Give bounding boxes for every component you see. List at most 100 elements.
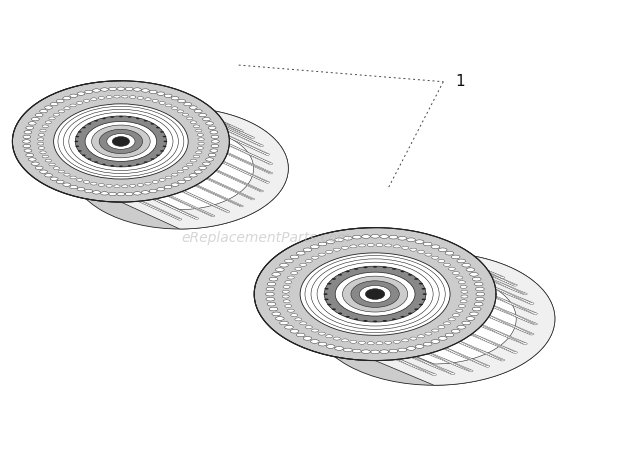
Ellipse shape <box>157 188 165 191</box>
Ellipse shape <box>438 357 443 359</box>
Ellipse shape <box>259 178 263 180</box>
Ellipse shape <box>246 135 250 136</box>
Ellipse shape <box>180 201 184 203</box>
Ellipse shape <box>415 240 424 243</box>
Ellipse shape <box>402 243 407 245</box>
Ellipse shape <box>459 342 463 343</box>
Ellipse shape <box>92 191 100 194</box>
Ellipse shape <box>235 140 239 141</box>
Ellipse shape <box>390 357 395 358</box>
Ellipse shape <box>169 101 174 103</box>
Ellipse shape <box>182 107 187 109</box>
Ellipse shape <box>136 144 223 193</box>
Ellipse shape <box>206 213 210 215</box>
Ellipse shape <box>350 245 357 248</box>
Ellipse shape <box>451 363 456 365</box>
Ellipse shape <box>221 141 224 143</box>
Ellipse shape <box>42 125 48 128</box>
Ellipse shape <box>446 371 451 373</box>
Ellipse shape <box>132 198 136 199</box>
Ellipse shape <box>224 125 228 127</box>
Ellipse shape <box>147 103 151 104</box>
Ellipse shape <box>490 329 495 331</box>
Ellipse shape <box>229 188 232 190</box>
Ellipse shape <box>180 103 184 105</box>
Ellipse shape <box>155 100 159 101</box>
Ellipse shape <box>526 320 531 322</box>
Ellipse shape <box>224 163 228 164</box>
Ellipse shape <box>467 345 472 347</box>
Ellipse shape <box>520 317 525 319</box>
Ellipse shape <box>433 248 437 250</box>
Ellipse shape <box>405 244 409 246</box>
Ellipse shape <box>516 290 521 292</box>
Ellipse shape <box>164 141 167 142</box>
Ellipse shape <box>236 148 240 150</box>
Ellipse shape <box>490 317 495 318</box>
Ellipse shape <box>253 156 257 158</box>
Ellipse shape <box>443 335 448 337</box>
Ellipse shape <box>231 132 235 133</box>
Ellipse shape <box>388 244 392 246</box>
Ellipse shape <box>494 296 498 298</box>
Ellipse shape <box>218 122 222 123</box>
Ellipse shape <box>226 163 230 165</box>
Ellipse shape <box>465 344 470 346</box>
Ellipse shape <box>291 313 298 317</box>
Ellipse shape <box>463 330 467 332</box>
Ellipse shape <box>158 191 162 193</box>
Ellipse shape <box>425 371 430 373</box>
Ellipse shape <box>231 155 236 157</box>
Ellipse shape <box>257 189 261 191</box>
Ellipse shape <box>392 318 396 320</box>
Ellipse shape <box>226 124 230 126</box>
Ellipse shape <box>174 198 178 200</box>
Ellipse shape <box>239 193 244 195</box>
Ellipse shape <box>222 162 226 163</box>
Ellipse shape <box>429 249 434 251</box>
Ellipse shape <box>501 284 505 286</box>
Ellipse shape <box>489 295 494 296</box>
Ellipse shape <box>82 154 86 156</box>
Ellipse shape <box>223 142 227 144</box>
Ellipse shape <box>518 329 523 330</box>
Ellipse shape <box>265 181 270 183</box>
Ellipse shape <box>157 201 162 202</box>
Ellipse shape <box>171 183 179 186</box>
Ellipse shape <box>396 240 401 242</box>
Ellipse shape <box>149 90 157 93</box>
Ellipse shape <box>141 100 145 101</box>
Ellipse shape <box>385 244 392 247</box>
Ellipse shape <box>429 353 434 355</box>
Ellipse shape <box>394 358 399 360</box>
Ellipse shape <box>501 321 506 323</box>
Ellipse shape <box>463 356 468 358</box>
Text: eReplacementParts.com: eReplacementParts.com <box>182 231 352 245</box>
Ellipse shape <box>217 207 221 208</box>
Ellipse shape <box>194 111 198 113</box>
Ellipse shape <box>275 317 284 320</box>
Ellipse shape <box>215 194 219 196</box>
Ellipse shape <box>410 337 417 340</box>
Ellipse shape <box>205 165 209 167</box>
Ellipse shape <box>200 114 205 115</box>
Ellipse shape <box>500 279 504 281</box>
Ellipse shape <box>204 201 208 202</box>
Ellipse shape <box>233 178 237 180</box>
Ellipse shape <box>187 106 190 108</box>
Ellipse shape <box>360 286 391 303</box>
Ellipse shape <box>394 247 399 248</box>
Ellipse shape <box>389 349 397 353</box>
Ellipse shape <box>220 123 224 124</box>
Ellipse shape <box>432 354 436 356</box>
Ellipse shape <box>267 302 276 306</box>
Ellipse shape <box>458 304 466 308</box>
Ellipse shape <box>457 259 466 263</box>
Ellipse shape <box>141 89 149 92</box>
Ellipse shape <box>481 282 486 284</box>
Ellipse shape <box>206 202 210 203</box>
Ellipse shape <box>484 339 489 342</box>
Ellipse shape <box>164 203 168 205</box>
Ellipse shape <box>432 262 436 264</box>
Ellipse shape <box>471 334 476 336</box>
